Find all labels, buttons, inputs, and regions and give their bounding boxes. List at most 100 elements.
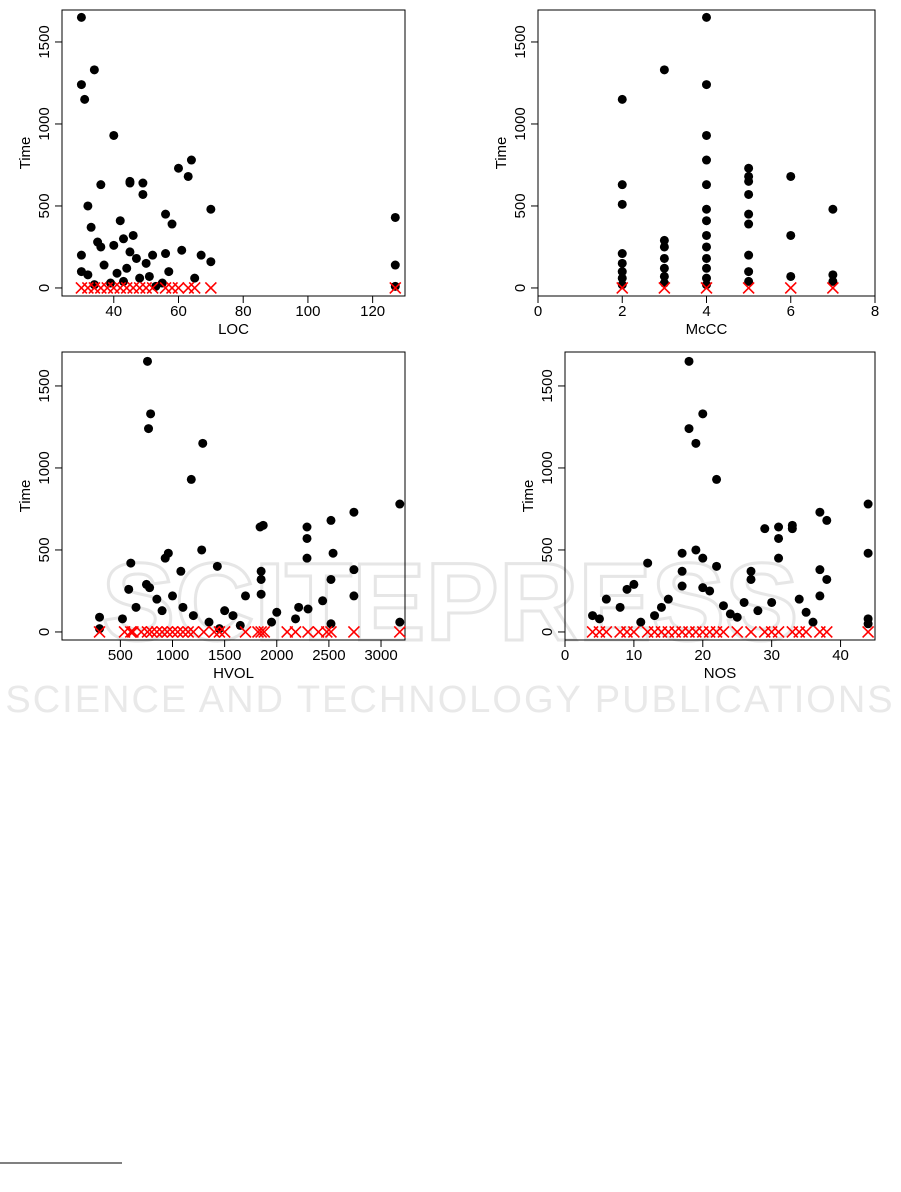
dot (744, 219, 754, 229)
dot (659, 242, 669, 252)
dot (663, 594, 673, 604)
x-marker (187, 625, 200, 639)
dot (89, 280, 99, 290)
dot (303, 604, 313, 614)
x-marker (744, 625, 758, 639)
dot (112, 268, 122, 278)
x-marker (166, 625, 179, 639)
y-tick-label: 500 (512, 193, 529, 218)
dot (744, 267, 754, 277)
dot (863, 619, 873, 629)
dot (76, 12, 86, 22)
x-marker (197, 625, 210, 639)
dot (96, 180, 106, 190)
dot (702, 204, 711, 214)
x-marker (93, 625, 106, 639)
dot (659, 271, 669, 281)
dot (220, 606, 230, 616)
dot (76, 250, 86, 260)
dot (744, 276, 754, 286)
x-tick-label: 500 (108, 647, 133, 664)
x-marker (75, 281, 88, 295)
x-marker (862, 625, 875, 639)
x-axis-label: HVOL (213, 665, 254, 682)
dot (744, 189, 754, 199)
x-tick-label: 2 (618, 303, 626, 320)
dot (863, 548, 873, 558)
dot (617, 258, 627, 268)
dot (617, 267, 627, 277)
dot (117, 614, 127, 624)
dot (109, 130, 119, 140)
dot (197, 545, 207, 555)
dot (828, 276, 838, 286)
dot (643, 558, 653, 568)
dot (815, 507, 825, 517)
dot (629, 579, 639, 589)
dot (744, 163, 754, 173)
dot (131, 602, 141, 612)
dot (815, 591, 825, 601)
dot (698, 553, 708, 563)
dot (144, 271, 154, 281)
dot (291, 614, 301, 624)
dot (786, 271, 796, 281)
dot (240, 591, 250, 601)
dot (161, 209, 171, 219)
x-marker (150, 625, 163, 639)
y-tick-label: 1500 (36, 25, 53, 58)
y-tick-label: 0 (36, 284, 53, 292)
dot (684, 424, 694, 434)
dot (106, 278, 116, 288)
dot (786, 230, 796, 240)
dot (617, 94, 627, 104)
y-tick-label: 1500 (512, 25, 529, 58)
x-marker (731, 625, 744, 639)
dot (702, 12, 711, 22)
x-tick-label: 6 (787, 303, 795, 320)
dot (125, 247, 135, 257)
x-marker (324, 625, 338, 639)
dot (815, 565, 825, 575)
dot (302, 522, 312, 532)
dot (702, 216, 711, 226)
dot (176, 566, 186, 576)
x-marker (141, 625, 154, 639)
x-tick-label: 0 (561, 647, 569, 664)
dot (786, 171, 796, 181)
dot (808, 617, 818, 627)
dot (691, 545, 701, 555)
x-marker (176, 625, 190, 639)
dot (256, 566, 266, 576)
x-tick-label: 60 (170, 303, 187, 320)
dot (142, 356, 152, 366)
y-tick-label: 0 (539, 628, 556, 636)
dot (594, 614, 604, 624)
dot (801, 607, 811, 617)
dot (702, 273, 711, 283)
dot (349, 565, 359, 575)
x-marker (172, 281, 185, 295)
dot (328, 548, 338, 558)
dot (118, 234, 128, 244)
dot (617, 273, 627, 283)
dot (698, 409, 708, 419)
y-tick-label: 1000 (36, 107, 53, 140)
dot (161, 249, 171, 259)
x-marker (161, 625, 174, 639)
dot (95, 612, 105, 622)
dot (122, 263, 132, 273)
x-marker (820, 625, 833, 639)
x-marker (165, 281, 179, 295)
dot (863, 499, 873, 509)
dot (732, 612, 742, 622)
dot (774, 522, 784, 532)
x-marker (124, 625, 137, 639)
dot (196, 250, 206, 260)
dot (725, 609, 735, 619)
dot (144, 424, 154, 434)
x-marker (140, 281, 153, 295)
y-tick-label: 500 (539, 537, 556, 562)
dot (89, 65, 99, 75)
x-marker (320, 625, 333, 639)
